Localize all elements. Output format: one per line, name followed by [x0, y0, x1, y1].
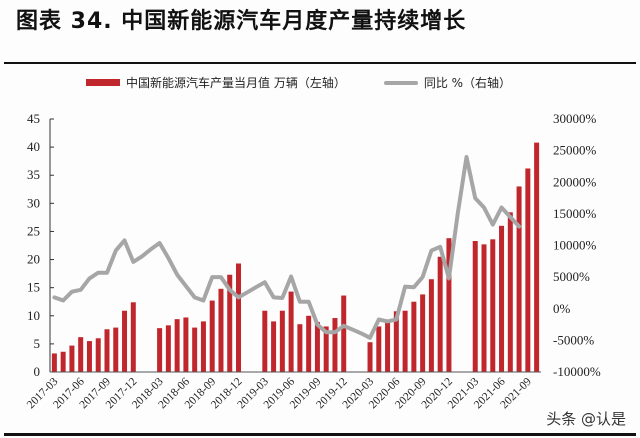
legend-bar-label: 中国新能源汽车产量当月值 万辆（左轴） [126, 76, 346, 90]
yoy-line [52, 155, 522, 340]
left-tick-label: 20 [27, 252, 40, 267]
bar [437, 256, 443, 372]
bar [393, 311, 399, 372]
watermark: 头条 @认是 [546, 410, 626, 428]
bar [200, 321, 206, 372]
x-axis: 2017-032017-062017-092017-122018-032018-… [25, 371, 541, 411]
bar [157, 328, 163, 372]
bar [78, 337, 84, 372]
bar [86, 341, 92, 372]
bar [385, 319, 391, 372]
bar [183, 317, 189, 372]
right-tick-label: 0% [553, 301, 571, 316]
right-tick-label: 15000% [553, 206, 597, 221]
bar [297, 324, 303, 372]
bar [113, 327, 119, 372]
bar [525, 168, 531, 372]
bar [534, 142, 540, 372]
legend-line-swatch [383, 80, 418, 85]
bar [51, 353, 57, 372]
bar [165, 325, 171, 372]
bar [516, 186, 522, 372]
bar [428, 279, 434, 372]
right-tick-label: 20000% [553, 174, 597, 189]
left-tick-label: 35 [27, 167, 40, 182]
bar [411, 301, 417, 372]
bar [376, 326, 382, 372]
bar [227, 274, 233, 372]
bar [122, 310, 128, 372]
bar [288, 291, 294, 372]
chart-legend: 中国新能源汽车产量当月值 万辆（左轴） 同比 %（右轴） [86, 74, 511, 91]
right-y-axis: -10000% -5000% 0% 5000% 10000% 15000% 20000% 25… [553, 111, 601, 379]
bar [218, 288, 224, 372]
bar [341, 295, 347, 372]
left-tick-label: 40 [27, 139, 40, 154]
bar [314, 321, 320, 372]
right-tick-label: -10000% [553, 364, 601, 379]
left-tick-label: 45 [27, 111, 40, 126]
right-tick-label: 30000% [553, 111, 597, 126]
bar [499, 225, 505, 372]
right-tick-label: -5000% [553, 332, 594, 347]
bar [420, 294, 426, 372]
legend-bar-swatch [86, 79, 120, 86]
chart-title: 图表 34. 中国新能源汽车月度产量持续增长 [16, 9, 467, 34]
bar [262, 310, 268, 372]
right-tick-label: 5000% [553, 269, 590, 284]
bar [306, 315, 312, 372]
bar [104, 329, 110, 372]
bar-series [51, 142, 540, 372]
bar [174, 319, 180, 372]
bar [60, 351, 66, 372]
left-tick-label: 0 [34, 364, 41, 379]
bar [236, 263, 242, 372]
bar [332, 318, 338, 372]
legend-line-label: 同比 %（右轴） [423, 76, 512, 90]
left-tick-label: 10 [27, 308, 40, 323]
bar [271, 321, 277, 372]
left-tick-label: 25 [27, 223, 40, 238]
right-tick-label: 10000% [553, 238, 597, 253]
bar [367, 342, 373, 372]
bar [209, 300, 215, 372]
left-tick-label: 30 [27, 195, 40, 210]
bar [402, 310, 408, 372]
right-tick-label: 25000% [553, 143, 597, 158]
bar [69, 345, 75, 372]
bar [472, 241, 478, 372]
bar [507, 212, 513, 372]
bar [481, 244, 487, 372]
bar [192, 327, 198, 372]
bottom-divider [4, 433, 636, 436]
bar [279, 310, 285, 372]
bar [323, 326, 329, 372]
line-series [52, 155, 522, 340]
bar [446, 238, 452, 372]
bar [130, 302, 136, 372]
left-tick-label: 15 [27, 280, 40, 295]
bar [490, 239, 496, 372]
left-y-axis: 0 5 10 15 20 25 30 35 40 45 [27, 111, 54, 379]
bar [95, 338, 101, 372]
top-divider [4, 62, 636, 64]
left-tick-label: 5 [34, 336, 41, 351]
